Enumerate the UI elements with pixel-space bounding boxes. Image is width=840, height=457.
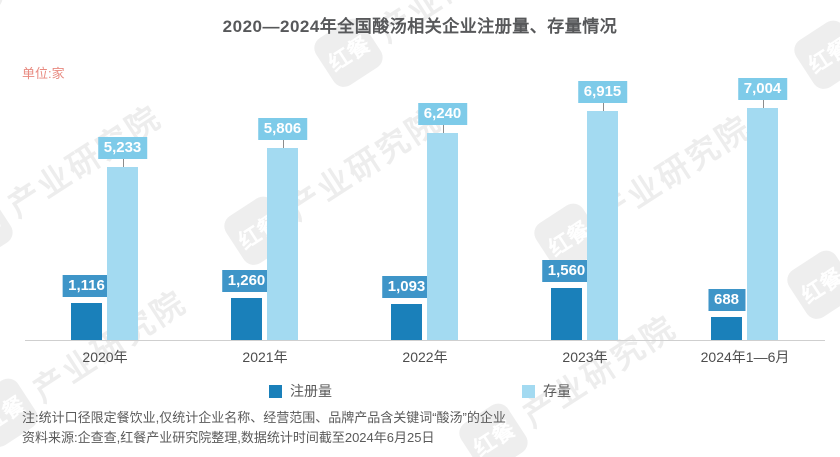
stock-bar-2024年1—6月 xyxy=(747,108,778,340)
hongcan-logo-icon: 红餐 xyxy=(0,189,18,267)
stock-value-label-2022年: 6,240 xyxy=(417,103,468,125)
registration-bar-2023年 xyxy=(551,288,582,340)
stock-bar-2021年 xyxy=(267,148,298,340)
legend-swatch-stock xyxy=(522,384,535,398)
footnote-line-1: 注:统计口径限定餐饮业,仅统计企业名称、经营范围、品牌产品含关键词“酸汤”的企业 xyxy=(22,410,506,425)
bar-group-2022年: 1,093 6,240 xyxy=(345,68,505,340)
bar-group-2020年: 1,116 5,233 xyxy=(25,68,185,340)
label-connector xyxy=(442,125,444,133)
stock-value-label-2024年1—6月: 7,004 xyxy=(737,78,788,100)
registration-bar-2020年 xyxy=(71,303,102,340)
x-tick-label-2021年: 2021年 xyxy=(242,349,288,365)
legend-label-stock: 存量 xyxy=(543,383,571,399)
label-connector xyxy=(282,140,284,148)
stock-bar-2023年 xyxy=(587,111,618,340)
label-connector xyxy=(122,159,124,167)
registration-value-label-2021年: 1,260 xyxy=(221,270,272,292)
legend-item-registration: 注册量 xyxy=(269,381,332,401)
x-tick-label-2024年1—6月: 2024年1—6月 xyxy=(700,349,790,365)
chart-title: 2020—2024年全国酸汤相关企业注册量、存量情况 xyxy=(222,17,618,36)
stock-bar-2020年 xyxy=(107,167,138,340)
registration-value-label-2022年: 1,093 xyxy=(381,276,432,298)
footnote-line-2: 资料来源:企查查,红餐产业研究院整理,数据统计时间截至2024年6月25日 xyxy=(22,430,435,445)
registration-bar-2021年 xyxy=(231,298,262,340)
legend-label-registration: 注册量 xyxy=(290,383,332,399)
registration-value-label-2020年: 1,116 xyxy=(62,275,111,297)
footnotes: 注:统计口径限定餐饮业,仅统计企业名称、经营范围、品牌产品含关键词“酸汤”的企业… xyxy=(22,408,506,448)
x-tick-label-2022年: 2022年 xyxy=(402,349,448,365)
x-axis-labels: 2020年 2021年 2022年 2023年 2024年1—6月 xyxy=(25,347,825,367)
registration-bar-2022年 xyxy=(391,304,422,340)
stock-value-label-2023年: 6,915 xyxy=(577,81,628,103)
stock-value-label-2021年: 5,806 xyxy=(257,118,308,140)
x-axis-line xyxy=(25,340,825,341)
registration-bar-2024年1—6月 xyxy=(711,317,742,340)
unit-label: 单位:家 xyxy=(22,66,65,81)
stock-value-label-2020年: 5,233 xyxy=(97,137,148,159)
plot-area: 1,116 5,233 1,260 5,806 1,093 6,240 1,560 6,915… xyxy=(25,68,825,340)
bar-group-2021年: 1,260 5,806 xyxy=(185,68,345,340)
legend-item-stock: 存量 xyxy=(522,381,571,401)
stock-bar-2022年 xyxy=(427,133,458,340)
x-tick-label-2020年: 2020年 xyxy=(82,349,128,365)
registration-value-label-2024年1—6月: 688 xyxy=(707,289,746,311)
bar-group-2023年: 1,560 6,915 xyxy=(505,68,665,340)
x-tick-label-2023年: 2023年 xyxy=(562,349,608,365)
legend: 注册量 存量 xyxy=(0,381,840,401)
legend-swatch-registration xyxy=(269,384,282,398)
label-connector xyxy=(762,100,764,108)
bar-group-2024年1—6月: 688 7,004 xyxy=(665,68,825,340)
label-connector xyxy=(602,103,604,111)
registration-value-label-2023年: 1,560 xyxy=(541,260,592,282)
